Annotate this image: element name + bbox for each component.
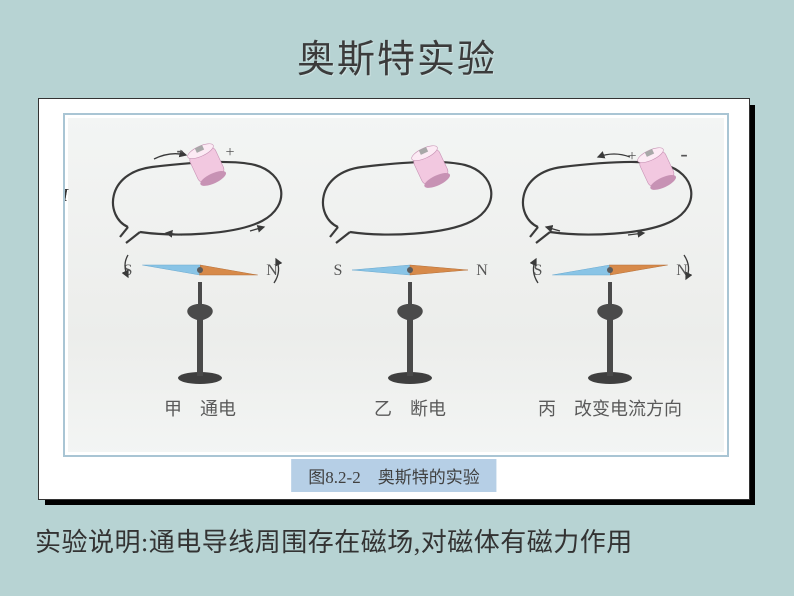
svg-text:S: S [334,262,343,279]
explanation-text: 实验说明:通电导线周围存在磁场,对磁体有磁力作用 [35,522,755,559]
svg-text:+: + [627,148,636,165]
content-panel: -+SN甲 通电触接ISSN乙 断电S-+SN丙 改变电流方向触接IS 图8.2… [38,98,750,500]
svg-text:丙 改变电流方向: 丙 改变电流方向 [538,399,682,419]
subfigure-甲: -+SN甲 通电 [113,137,281,419]
svg-text:甲 通电: 甲 通电 [164,399,236,419]
svg-text:N: N [676,262,688,279]
slide-title: 奥斯特实验 [0,28,794,83]
figure-border: -+SN甲 通电触接ISSN乙 断电S-+SN丙 改变电流方向触接IS [63,113,729,457]
figure-caption: 图8.2-2 奥斯特的实验 [291,459,496,492]
svg-text:乙 断电: 乙 断电 [374,399,446,419]
diagram-svg: -+SN甲 通电触接ISSN乙 断电S-+SN丙 改变电流方向触接IS [65,115,727,455]
svg-text:-: - [176,137,183,162]
svg-text:I: I [65,185,69,205]
svg-text:N: N [476,262,488,279]
subfigure-乙: S N 乙 断电 [323,143,491,419]
svg-text:-: - [680,141,687,166]
subfigure-丙: -+SN丙 改变电流方向 [523,141,691,419]
svg-text:+: + [225,144,234,161]
svg-text:N: N [266,262,278,279]
